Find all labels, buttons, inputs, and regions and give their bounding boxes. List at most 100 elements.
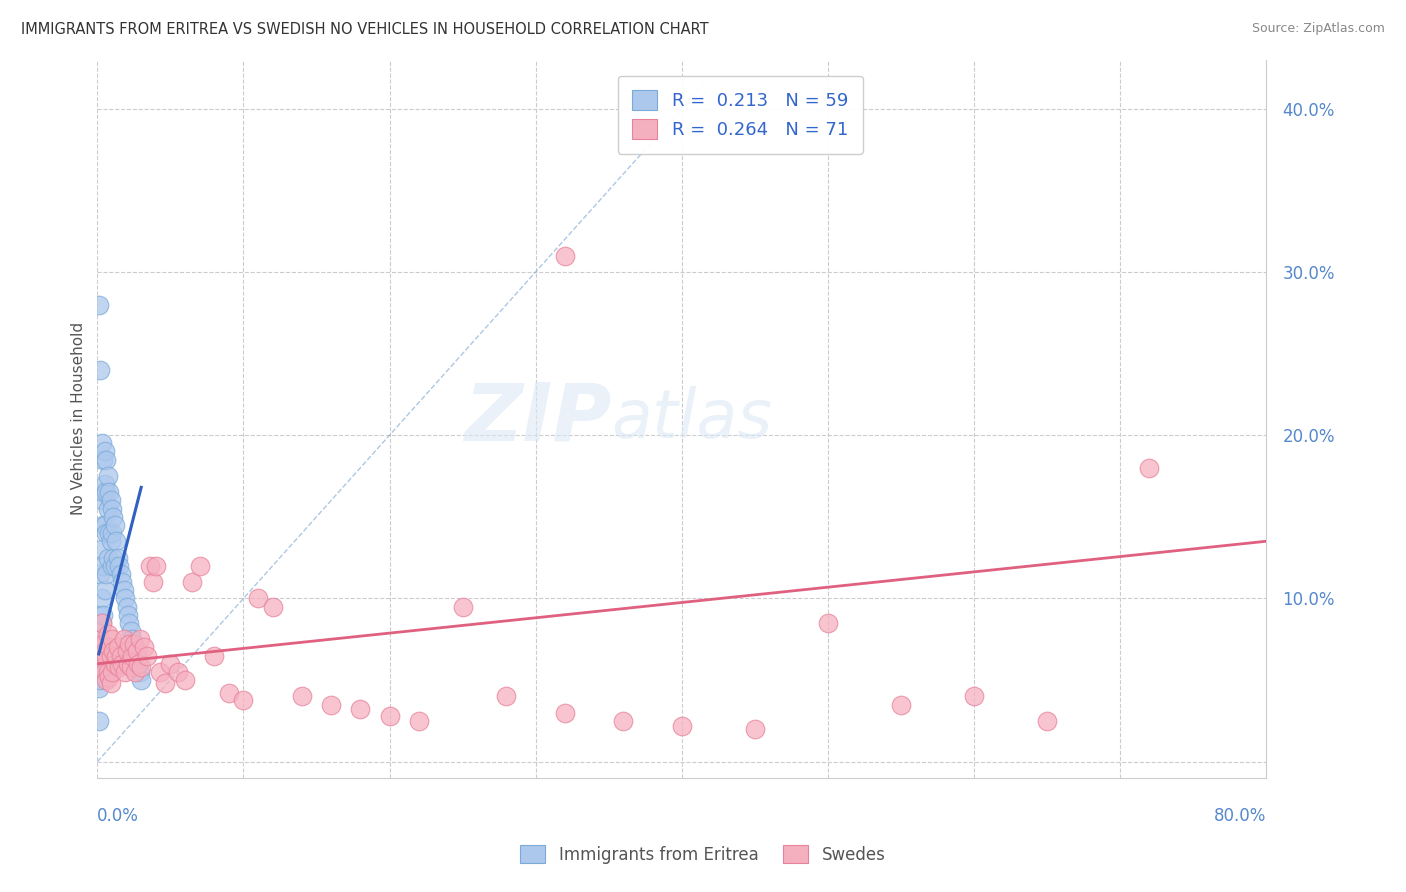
Point [89, 363, 111, 377]
Point [127, 657, 149, 671]
Point [100, 534, 122, 549]
Point [89, 607, 111, 622]
Point [91, 485, 114, 500]
Point [124, 665, 146, 679]
Point [232, 692, 254, 706]
Point [120, 660, 142, 674]
Point [554, 248, 576, 262]
Point [117, 657, 139, 671]
Point [121, 632, 143, 647]
Point [247, 591, 270, 606]
Point [188, 558, 211, 573]
Point [93, 444, 115, 458]
Point [111, 575, 134, 590]
Text: ZIP: ZIP [464, 380, 612, 458]
Point [87, 681, 110, 696]
Point [105, 534, 128, 549]
Point [101, 665, 124, 679]
Text: Source: ZipAtlas.com: Source: ZipAtlas.com [1251, 22, 1385, 36]
Point [104, 657, 127, 671]
Point [87, 657, 110, 671]
Point [149, 665, 172, 679]
Text: atlas: atlas [612, 386, 773, 452]
Point [451, 599, 474, 614]
Point [90, 591, 112, 606]
Point [129, 673, 152, 687]
Point [118, 637, 141, 651]
Point [90, 640, 112, 655]
Point [349, 702, 371, 716]
Point [408, 714, 430, 728]
Point [103, 509, 125, 524]
Point [101, 558, 124, 573]
Point [115, 599, 138, 614]
Point [100, 648, 122, 663]
Point [122, 640, 145, 655]
Point [127, 657, 149, 671]
Point [98, 640, 121, 655]
Point [136, 648, 159, 663]
Point [97, 469, 120, 483]
Point [321, 698, 343, 712]
Y-axis label: No Vehicles in Household: No Vehicles in Household [72, 322, 86, 516]
Point [89, 632, 111, 647]
Point [93, 583, 115, 598]
Point [103, 643, 125, 657]
Point [87, 714, 110, 728]
Point [94, 648, 117, 663]
Point [91, 607, 114, 622]
Point [91, 558, 114, 573]
Point [132, 640, 155, 655]
Legend: Immigrants from Eritrea, Swedes: Immigrants from Eritrea, Swedes [513, 838, 893, 871]
Point [103, 550, 125, 565]
Point [91, 660, 114, 674]
Point [91, 637, 114, 651]
Point [128, 632, 150, 647]
Point [100, 676, 122, 690]
Point [166, 665, 188, 679]
Point [87, 648, 110, 663]
Point [110, 648, 132, 663]
Point [90, 648, 112, 663]
Point [495, 690, 517, 704]
Point [125, 643, 148, 657]
Point [93, 517, 115, 532]
Point [93, 477, 115, 491]
Point [94, 452, 117, 467]
Point [89, 632, 111, 647]
Point [107, 640, 129, 655]
Point [101, 526, 124, 541]
Point [125, 648, 148, 663]
Point [108, 558, 131, 573]
Point [114, 591, 136, 606]
Point [91, 452, 114, 467]
Point [98, 670, 121, 684]
Point [94, 673, 117, 687]
Point [963, 690, 986, 704]
Point [90, 436, 112, 450]
Point [612, 714, 634, 728]
Point [90, 615, 112, 630]
Text: 80.0%: 80.0% [1213, 806, 1267, 825]
Point [218, 686, 240, 700]
Point [100, 493, 122, 508]
Point [145, 558, 167, 573]
Point [117, 607, 139, 622]
Point [554, 706, 576, 720]
Point [115, 643, 138, 657]
Point [111, 657, 134, 671]
Point [94, 485, 117, 500]
Text: IMMIGRANTS FROM ERITREA VS SWEDISH NO VEHICLES IN HOUSEHOLD CORRELATION CHART: IMMIGRANTS FROM ERITREA VS SWEDISH NO VE… [21, 22, 709, 37]
Point [181, 575, 204, 590]
Point [97, 550, 120, 565]
Point [105, 648, 128, 663]
Point [94, 526, 117, 541]
Point [378, 709, 401, 723]
Point [890, 698, 912, 712]
Point [291, 690, 314, 704]
Point [1137, 460, 1160, 475]
Point [159, 657, 181, 671]
Point [97, 501, 120, 516]
Point [744, 722, 766, 736]
Point [89, 673, 111, 687]
